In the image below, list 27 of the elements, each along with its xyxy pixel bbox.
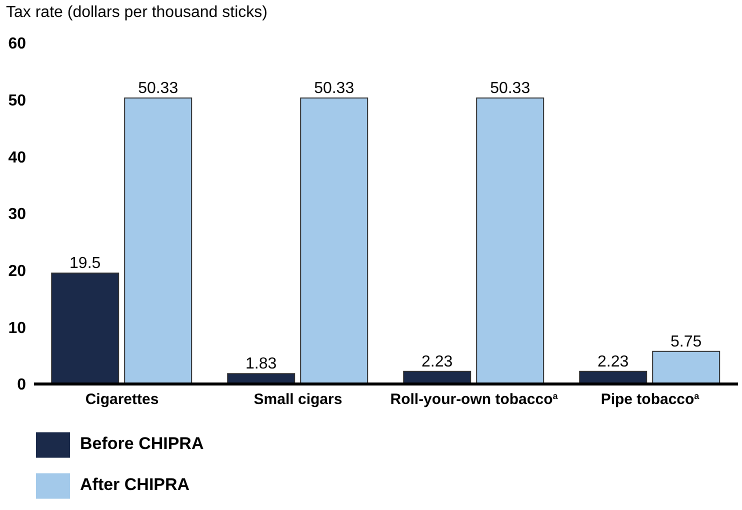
data-label: 2.23 — [598, 353, 629, 370]
bar — [124, 97, 192, 384]
data-label: 50.33 — [138, 80, 178, 97]
data-label: 5.75 — [670, 333, 702, 350]
x-tick-label: Pipe tobacco$^{a}$ — [600, 391, 700, 408]
data-label: 1.83 — [246, 356, 277, 373]
y-tick-label: 40 — [8, 149, 26, 166]
x-tick-label: Cigarettes — [85, 391, 159, 408]
y-tick-label: 60 — [8, 36, 26, 53]
legend-label: Before CHIPRA — [80, 434, 204, 453]
x-tick-label: Small cigars — [254, 391, 342, 408]
bar — [300, 97, 368, 384]
x-tick-label: Roll-your-own tobacco$^{a}$ — [390, 391, 559, 408]
y-tick-label: 50 — [8, 92, 26, 110]
y-tick-label: 20 — [8, 263, 26, 280]
data-label: 50.33 — [490, 80, 530, 97]
data-label: 2.23 — [422, 353, 453, 370]
legend-label: After CHIPRA — [80, 475, 190, 494]
bar — [652, 350, 720, 384]
y-axis-title: Tax rate (dollars per thousand sticks) — [6, 4, 268, 22]
bar — [51, 272, 120, 384]
y-tick-label: 0 — [17, 376, 26, 394]
data-label: 50.33 — [314, 80, 354, 97]
y-tick-label: 30 — [8, 206, 26, 224]
bar — [476, 97, 544, 384]
y-tick-label: 10 — [8, 320, 26, 337]
data-label: 19.5 — [70, 255, 101, 272]
